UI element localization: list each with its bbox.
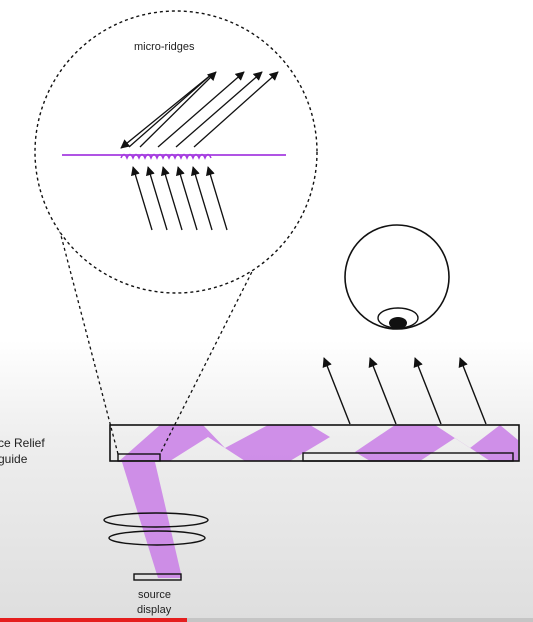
diffracted-ray: [128, 73, 213, 148]
diffracted-ray-arrow: [139, 71, 217, 148]
in-coupling-grating: [117, 453, 161, 462]
light-beam-input: [122, 462, 182, 578]
diffracted-rays: [120, 71, 279, 149]
output-ray-arrow: [322, 357, 351, 425]
incoming-ray-arrow: [176, 166, 198, 231]
source-display-label-line1: source: [138, 589, 172, 601]
video-progress-fill: [0, 618, 187, 622]
video-progress-bar[interactable]: [0, 618, 533, 622]
lens-lower: [108, 530, 206, 546]
output-ray-arrow: [413, 357, 442, 425]
diffracted-ray-arrow: [120, 73, 213, 149]
lens-upper: [103, 512, 209, 528]
incoming-ray-arrow: [146, 166, 168, 231]
incoming-rays: [131, 166, 228, 231]
magnifier-circle: [34, 10, 318, 294]
source-display: [133, 573, 182, 581]
waveguide-label-line1: ce Relief: [0, 436, 45, 450]
out-coupling-grating: [302, 452, 514, 462]
light-beam-waveguide: [118, 425, 518, 462]
eyeball: [344, 224, 450, 330]
micro-ridges-label: micro-ridges: [134, 41, 195, 53]
diffracted-ray-arrow: [175, 71, 263, 148]
output-ray-arrow: [458, 357, 487, 425]
callout-line-right: [159, 239, 269, 455]
incoming-ray-arrow: [161, 166, 183, 231]
output-rays: [322, 357, 487, 425]
incoming-ray-arrow: [131, 166, 153, 231]
output-ray-arrow: [368, 357, 397, 425]
source-display-label-line2: display: [137, 604, 172, 616]
micro-ridges-grating: [120, 153, 212, 160]
incoming-ray-arrow: [206, 166, 228, 231]
diffracted-ray-arrow: [157, 71, 245, 148]
pupil: [389, 317, 407, 329]
diffracted-ray-arrow: [193, 71, 279, 148]
waveguide-label-line2: guide: [0, 452, 28, 466]
incoming-ray-arrow: [191, 166, 213, 231]
